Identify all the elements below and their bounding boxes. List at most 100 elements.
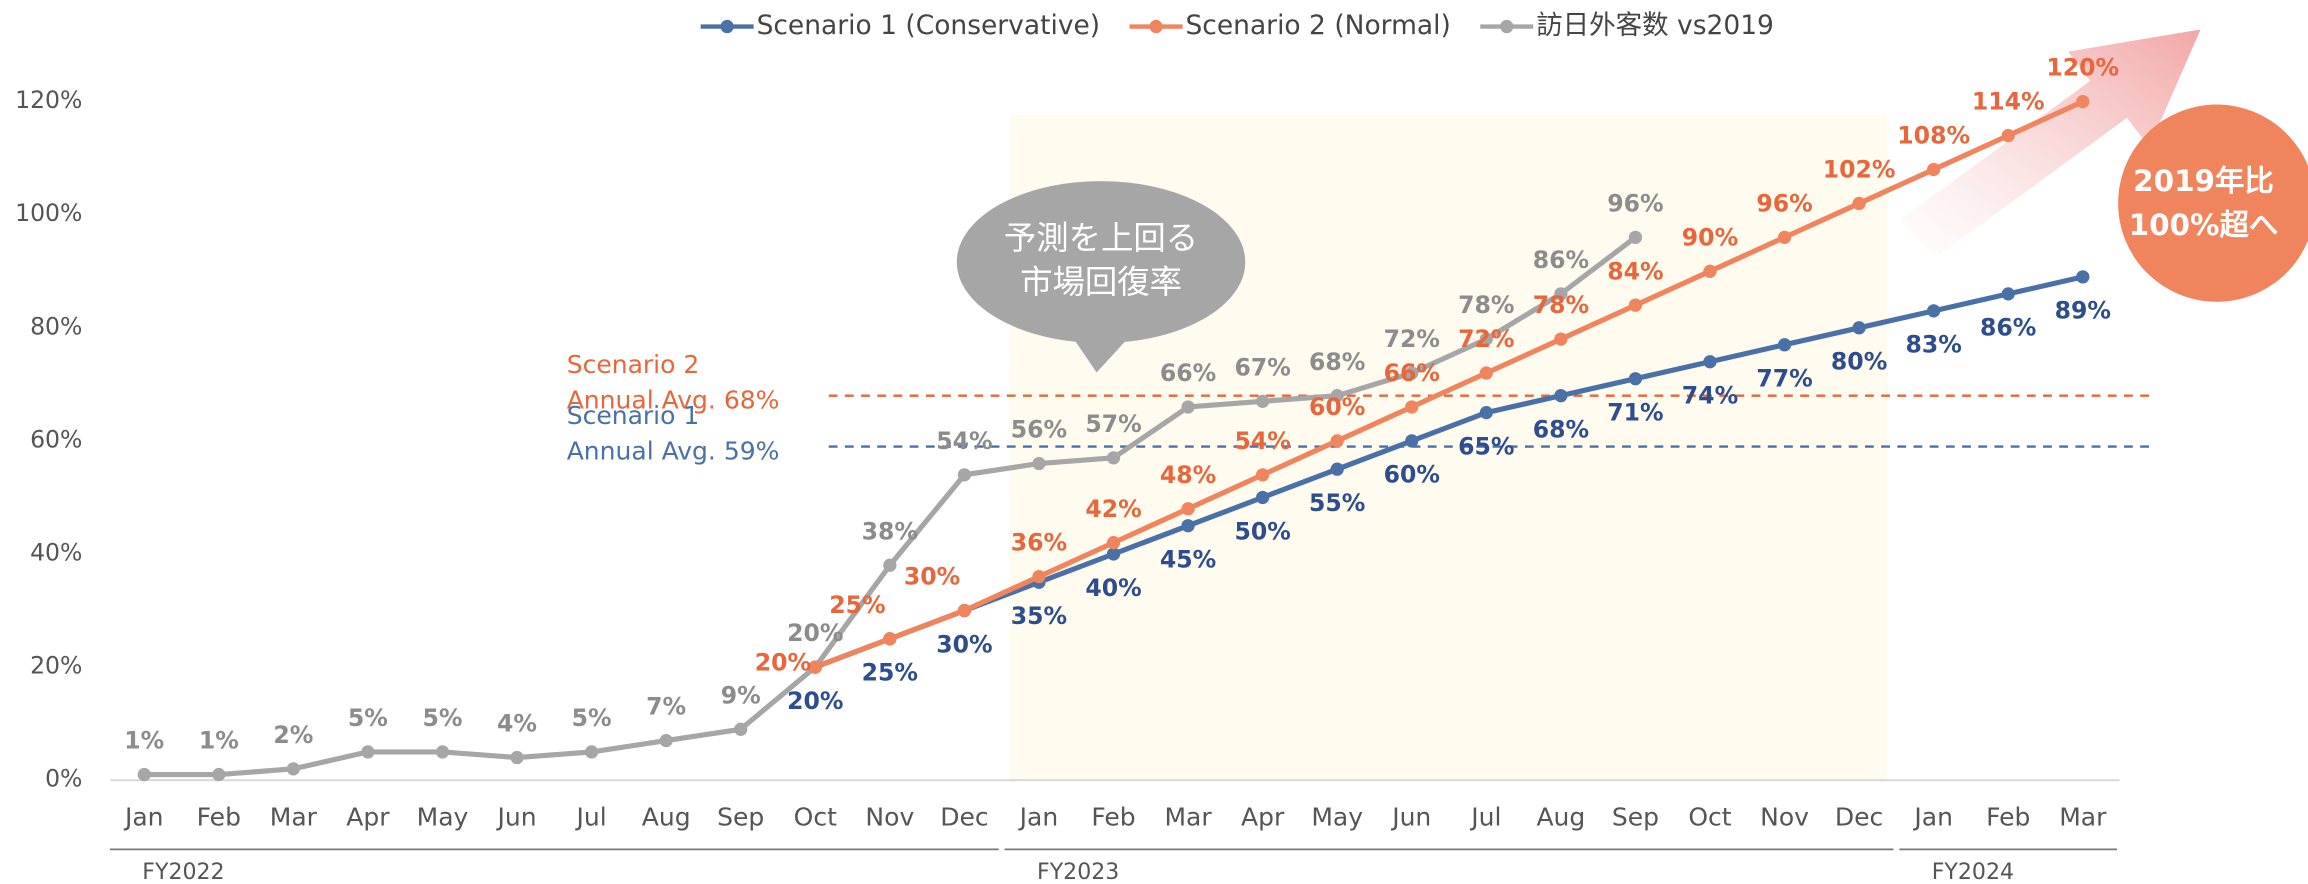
- data-label: 20%: [787, 687, 843, 715]
- data-label: 86%: [1980, 314, 2036, 342]
- legend-swatch: [1149, 19, 1163, 34]
- data-label: 71%: [1607, 399, 1663, 427]
- data-point: [1405, 434, 1419, 448]
- data-label: 5%: [422, 704, 462, 732]
- data-point: [1106, 547, 1121, 561]
- data-point: [1256, 394, 1270, 408]
- data-point: [212, 767, 226, 782]
- x-tick-label: Feb: [1091, 802, 1135, 831]
- data-label: 25%: [829, 591, 885, 619]
- data-point: [808, 660, 822, 674]
- x-tick-label: Sep: [1612, 802, 1659, 831]
- data-point: [1554, 287, 1568, 301]
- data-label: 77%: [1756, 365, 1812, 393]
- x-tick-label: Dec: [1835, 802, 1883, 831]
- y-tick-label: 60%: [30, 425, 82, 453]
- data-point: [957, 468, 972, 482]
- data-label: 55%: [1309, 489, 1365, 517]
- data-label: 42%: [1085, 495, 1141, 523]
- data-label: 48%: [1160, 461, 1216, 489]
- legend-label: 訪日外客数 vs2019: [1536, 10, 1774, 41]
- data-label: 108%: [1897, 122, 1970, 150]
- data-point: [883, 558, 897, 572]
- data-label: 5%: [348, 704, 388, 732]
- reference-name: Scenario 2: [567, 350, 700, 379]
- data-label: 20%: [787, 619, 843, 647]
- badge-text: 2019年比: [2133, 164, 2274, 198]
- reference-name: Scenario 1: [567, 401, 700, 430]
- data-point: [1554, 332, 1568, 346]
- badge-text: 100%超へ: [2129, 208, 2279, 242]
- x-tick-label: Jun: [1390, 802, 1431, 831]
- data-label: 66%: [1384, 359, 1440, 387]
- data-point: [1106, 451, 1121, 465]
- data-point: [1628, 372, 1643, 386]
- x-tick-label: Apr: [1241, 802, 1285, 831]
- data-point: [1256, 490, 1270, 505]
- data-label: 30%: [936, 630, 992, 658]
- data-label: 4%: [497, 710, 537, 738]
- data-label: 7%: [646, 693, 686, 721]
- y-tick-label: 0%: [45, 765, 82, 793]
- data-point: [510, 750, 524, 765]
- x-tick-label: Jul: [1469, 802, 1501, 831]
- data-point: [659, 733, 673, 748]
- data-point: [1777, 338, 1792, 352]
- data-point: [1181, 519, 1195, 533]
- data-point: [2001, 287, 2015, 301]
- data-label: 96%: [1607, 189, 1663, 217]
- data-label: 54%: [1234, 427, 1290, 455]
- series-line: [814, 99, 2084, 670]
- group-label: FY2024: [1932, 860, 2014, 884]
- data-point: [1032, 456, 1046, 471]
- data-point: [1554, 389, 1568, 403]
- data-point: [2076, 94, 2090, 109]
- x-tick-label: Nov: [865, 802, 914, 831]
- data-point: [1927, 304, 1941, 318]
- data-label: 38%: [862, 517, 918, 545]
- y-tick-label: 120%: [15, 86, 82, 114]
- x-tick-label: Aug: [642, 802, 691, 831]
- data-label: 5%: [572, 704, 612, 732]
- data-point: [137, 767, 151, 782]
- data-point: [1405, 400, 1419, 414]
- data-label: 72%: [1384, 325, 1440, 353]
- data-point: [734, 722, 748, 736]
- data-point: [957, 603, 972, 618]
- x-tick-label: Sep: [717, 802, 764, 831]
- x-tick-label: Feb: [197, 802, 241, 831]
- data-point: [1852, 321, 1866, 335]
- legend-swatch: [720, 19, 734, 34]
- data-label: 86%: [1533, 246, 1589, 274]
- reference-text: Annual Avg. 59%: [567, 436, 780, 465]
- data-label: 120%: [2046, 54, 2119, 82]
- data-label: 114%: [1972, 88, 2045, 116]
- y-tick-label: 40%: [30, 538, 82, 566]
- group-label: FY2022: [142, 860, 224, 884]
- x-tick-label: Mar: [2059, 802, 2107, 831]
- data-label: 67%: [1234, 353, 1290, 381]
- x-tick-label: Jan: [1912, 802, 1953, 831]
- data-label: 72%: [1458, 325, 1514, 353]
- data-point: [2076, 270, 2090, 284]
- data-label: 50%: [1234, 517, 1290, 545]
- y-tick-label: 20%: [30, 652, 82, 680]
- data-point: [435, 745, 450, 759]
- x-tick-label: Mar: [270, 802, 318, 831]
- data-point: [1927, 162, 1941, 177]
- data-label: 74%: [1682, 382, 1738, 410]
- data-label: 96%: [1756, 189, 1812, 217]
- callout-text: 市場回復率: [1020, 263, 1182, 301]
- x-tick-label: Jan: [123, 802, 164, 831]
- x-tick-label: Aug: [1536, 802, 1585, 831]
- x-tick-label: Nov: [1760, 802, 1809, 831]
- data-label: 68%: [1533, 415, 1589, 443]
- data-point: [883, 632, 897, 646]
- data-label: 1%: [124, 727, 164, 755]
- data-label: 9%: [721, 681, 761, 709]
- x-tick-label: Apr: [346, 802, 390, 831]
- callout-text: 予測を上回る: [1004, 219, 1198, 257]
- data-point: [1330, 389, 1344, 403]
- data-point: [361, 745, 375, 759]
- data-label: 66%: [1160, 359, 1216, 387]
